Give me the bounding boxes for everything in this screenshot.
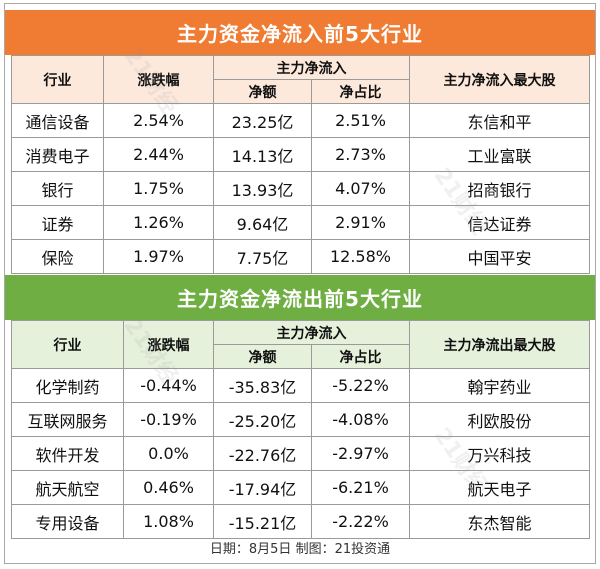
- header-change: 涨跌幅: [103, 55, 214, 104]
- net-ratio-cell: -4.08%: [311, 402, 410, 437]
- net-amount-cell: -22.76亿: [213, 436, 312, 471]
- top-stock-cell: 航天电子: [409, 470, 590, 505]
- change-cell: 2.44%: [103, 137, 214, 172]
- net-amount-cell: 23.25亿: [213, 103, 312, 138]
- change-cell: 2.54%: [103, 103, 214, 138]
- table-row: 保险 1.97% 7.75亿 12.58% 中国平安: [11, 239, 590, 274]
- header-industry: 行业: [11, 320, 124, 369]
- change-cell: 1.75%: [103, 171, 214, 206]
- header-industry: 行业: [11, 55, 104, 104]
- net-amount-cell: -15.21亿: [213, 504, 312, 539]
- header-flow-group: 主力净流入: [213, 320, 410, 345]
- header-top-stock: 主力净流出最大股: [409, 320, 590, 369]
- net-amount-cell: 13.93亿: [213, 171, 312, 206]
- table-row: 专用设备 1.08% -15.21亿 -2.22% 东杰智能: [11, 504, 590, 539]
- net-amount-cell: -35.83亿: [213, 368, 312, 403]
- net-amount-cell: 9.64亿: [213, 205, 312, 240]
- industry-cell: 专用设备: [11, 504, 124, 539]
- industry-cell: 银行: [11, 171, 104, 206]
- outflow-header-row: 行业 涨跌幅 主力净流入 主力净流出最大股: [11, 320, 590, 369]
- industry-cell: 证券: [11, 205, 104, 240]
- industry-cell: 软件开发: [11, 436, 124, 471]
- net-amount-cell: -17.94亿: [213, 470, 312, 505]
- top-stock-cell: 东信和平: [409, 103, 590, 138]
- header-net-ratio: 净占比: [311, 344, 410, 369]
- inflow-title: 主力资金净流入前5大行业: [5, 10, 595, 55]
- net-amount-cell: 14.13亿: [213, 137, 312, 172]
- footer-credit: 日期：8月5日 制图：21投资通: [209, 541, 391, 557]
- net-amount-cell: 7.75亿: [213, 239, 312, 274]
- net-amount-cell: -25.20亿: [213, 402, 312, 437]
- header-net-amount: 净额: [213, 79, 312, 104]
- change-cell: 0.46%: [123, 470, 214, 505]
- table-row: 银行 1.75% 13.93亿 4.07% 招商银行: [11, 171, 590, 206]
- header-top-stock: 主力净流入最大股: [409, 55, 590, 104]
- header-net-amount: 净额: [213, 344, 312, 369]
- top-stock-cell: 工业富联: [409, 137, 590, 172]
- industry-cell: 保险: [11, 239, 104, 274]
- table-row: 软件开发 0.0% -22.76亿 -2.97% 万兴科技: [11, 436, 590, 471]
- change-cell: -0.44%: [123, 368, 214, 403]
- change-cell: 1.97%: [103, 239, 214, 274]
- top-stock-cell: 利欧股份: [409, 402, 590, 437]
- inflow-subheader-row: 净额 净占比: [12, 79, 590, 104]
- table-row: 互联网服务 -0.19% -25.20亿 -4.08% 利欧股份: [11, 402, 590, 437]
- net-ratio-cell: -2.97%: [311, 436, 410, 471]
- table-row: 航天航空 0.46% -17.94亿 -6.21% 航天电子: [11, 470, 590, 505]
- net-ratio-cell: 4.07%: [311, 171, 410, 206]
- change-cell: -0.19%: [123, 402, 214, 437]
- net-ratio-cell: 12.58%: [311, 239, 410, 274]
- net-ratio-cell: -2.22%: [311, 504, 410, 539]
- header-change: 涨跌幅: [123, 320, 214, 369]
- table-row: 消费电子 2.44% 14.13亿 2.73% 工业富联: [11, 137, 590, 172]
- change-cell: 1.08%: [123, 504, 214, 539]
- top-stock-cell: 翰宇药业: [409, 368, 590, 403]
- industry-cell: 通信设备: [11, 103, 104, 138]
- table-row: 化学制药 -0.44% -35.83亿 -5.22% 翰宇药业: [11, 368, 590, 403]
- table-row: 通信设备 2.54% 23.25亿 2.51% 东信和平: [11, 103, 590, 138]
- top-stock-cell: 中国平安: [409, 239, 590, 274]
- top-stock-cell: 信达证券: [409, 205, 590, 240]
- report-frame: 主力资金净流入前5大行业 行业 涨跌幅 主力净流入 主力净流入最大股 净额 净占…: [4, 3, 596, 564]
- inflow-header-row: 行业 涨跌幅 主力净流入 主力净流入最大股: [11, 55, 590, 104]
- industry-cell: 航天航空: [11, 470, 124, 505]
- net-ratio-cell: 2.51%: [311, 103, 410, 138]
- net-ratio-cell: -5.22%: [311, 368, 410, 403]
- industry-cell: 化学制药: [11, 368, 124, 403]
- outflow-table: 行业 涨跌幅 主力净流入 主力净流出最大股 净额 净占比 化学制药 -0.44%…: [11, 320, 590, 539]
- top-stock-cell: 万兴科技: [409, 436, 590, 471]
- table-row: 证券 1.26% 9.64亿 2.91% 信达证券: [11, 205, 590, 240]
- header-net-ratio: 净占比: [311, 79, 410, 104]
- net-ratio-cell: 2.73%: [311, 137, 410, 172]
- net-ratio-cell: 2.91%: [311, 205, 410, 240]
- industry-cell: 消费电子: [11, 137, 104, 172]
- net-ratio-cell: -6.21%: [311, 470, 410, 505]
- change-cell: 1.26%: [103, 205, 214, 240]
- header-flow-group: 主力净流入: [213, 55, 410, 80]
- top-stock-cell: 招商银行: [409, 171, 590, 206]
- change-cell: 0.0%: [123, 436, 214, 471]
- industry-cell: 互联网服务: [11, 402, 124, 437]
- outflow-title: 主力资金净流出前5大行业: [5, 275, 595, 320]
- top-stock-cell: 东杰智能: [409, 504, 590, 539]
- inflow-table: 行业 涨跌幅 主力净流入 主力净流入最大股 净额 净占比 通信设备 2.54% …: [11, 55, 590, 274]
